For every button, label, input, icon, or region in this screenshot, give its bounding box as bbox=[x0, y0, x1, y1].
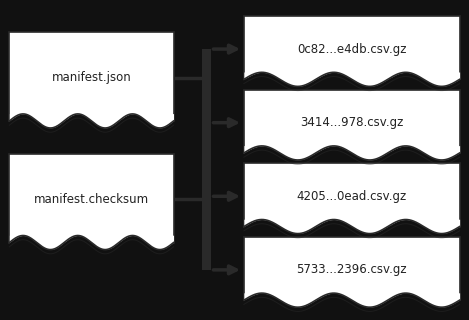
FancyBboxPatch shape bbox=[9, 32, 174, 121]
FancyBboxPatch shape bbox=[244, 237, 460, 300]
FancyBboxPatch shape bbox=[244, 90, 460, 153]
FancyBboxPatch shape bbox=[9, 154, 174, 243]
Text: 3414...978.csv.gz: 3414...978.csv.gz bbox=[300, 116, 403, 129]
Text: 4205...0ead.csv.gz: 4205...0ead.csv.gz bbox=[296, 190, 407, 203]
FancyBboxPatch shape bbox=[244, 163, 460, 227]
Text: 5733...2396.csv.gz: 5733...2396.csv.gz bbox=[296, 263, 407, 276]
FancyBboxPatch shape bbox=[244, 16, 460, 79]
FancyBboxPatch shape bbox=[202, 49, 211, 270]
Text: manifest.checksum: manifest.checksum bbox=[34, 193, 149, 206]
Text: 0c82...e4db.csv.gz: 0c82...e4db.csv.gz bbox=[297, 43, 407, 56]
Text: manifest.json: manifest.json bbox=[52, 71, 131, 84]
